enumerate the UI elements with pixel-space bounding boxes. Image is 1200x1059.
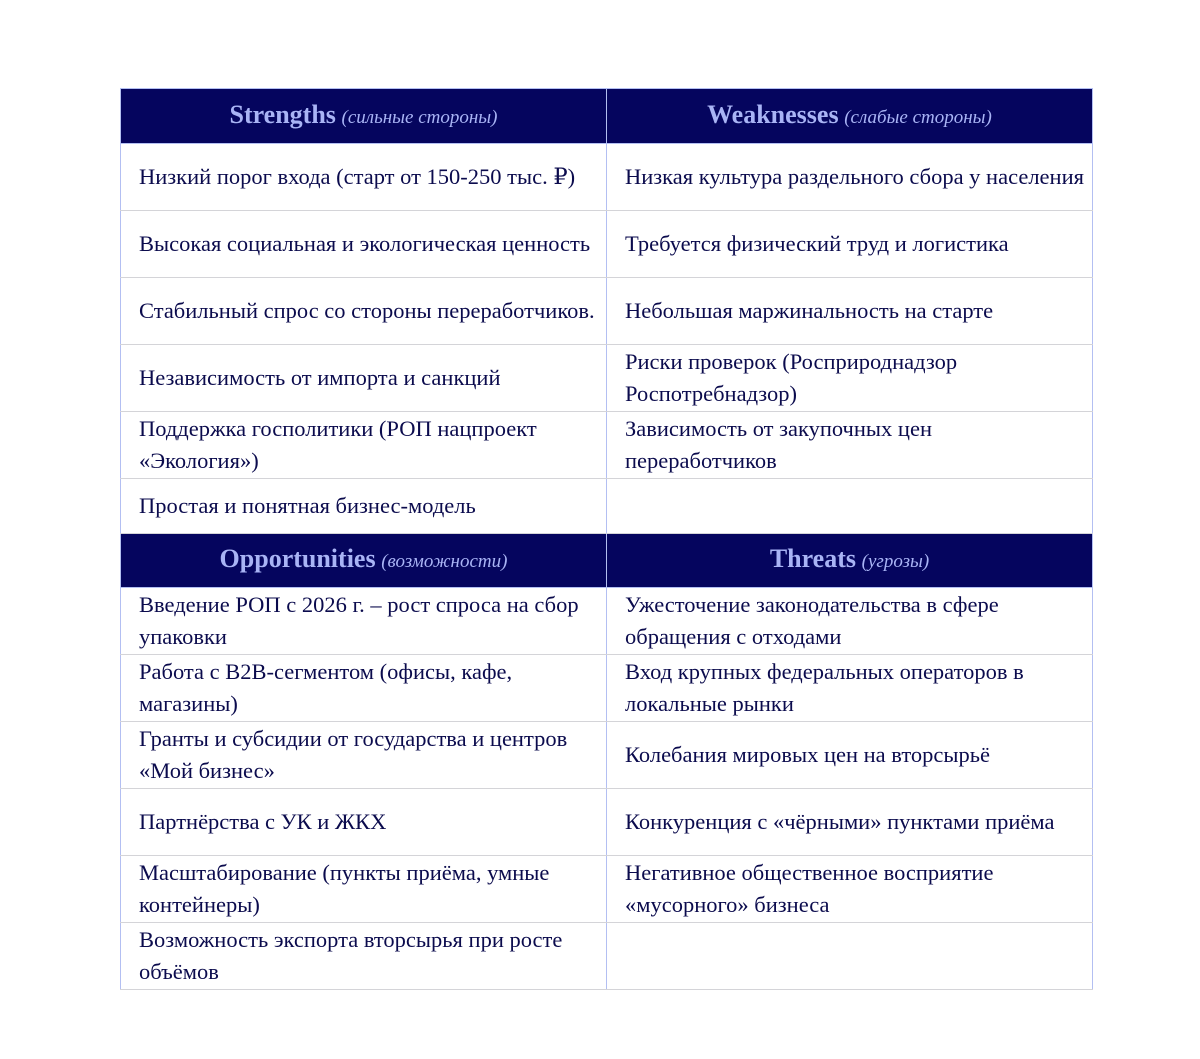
table-row: Независимость от импорта и санкций Риски … <box>120 344 1093 412</box>
section-subtitle: (возможности) <box>381 551 508 572</box>
table-cell: Зависимость от закупочных цен переработч… <box>606 411 1093 479</box>
section-title: Threats <box>769 544 857 573</box>
table-cell: Вход крупных федеральных операторов в ло… <box>606 654 1093 722</box>
section-header-right: Threats (угрозы) <box>606 533 1093 588</box>
table-cell: Гранты и субсидии от государства и центр… <box>120 721 607 789</box>
table-row: Масштабирование (пункты приёма, умные ко… <box>120 855 1093 923</box>
section-title: Strengths <box>229 99 336 129</box>
section-header-row: Opportunities (возможности) Threats (угро… <box>120 533 1093 588</box>
table-cell: Работа с B2B-сегментом (офисы, кафе, маг… <box>120 654 607 722</box>
table-cell: Высокая социальная и экологическая ценно… <box>120 210 607 278</box>
section-header-left: Strengths (сильные стороны) <box>120 88 607 144</box>
table-row: Низкий порог входа (старт от 150-250 тыс… <box>120 143 1093 211</box>
table-cell: Небольшая маржинальность на старте <box>606 277 1093 345</box>
section-header-row: Strengths (сильные стороны) Weaknesses (с… <box>120 88 1093 144</box>
table-cell <box>606 922 1093 990</box>
table-cell: Партнёрства с УК и ЖКХ <box>120 788 607 856</box>
section-title: Weaknesses <box>707 99 839 129</box>
table-cell: Низкий порог входа (старт от 150-250 тыс… <box>120 143 607 211</box>
table-cell: Низкая культура раздельного сбора у насе… <box>606 143 1093 211</box>
table-row: Гранты и субсидии от государства и центр… <box>120 721 1093 789</box>
table-cell: Ужесточение законодательства в сфере обр… <box>606 587 1093 655</box>
table-row: Простая и понятная бизнес-модель <box>120 478 1093 534</box>
table-cell: Масштабирование (пункты приёма, умные ко… <box>120 855 607 923</box>
table-row: Партнёрства с УК и ЖКХ Конкуренция с «чёр… <box>120 788 1093 856</box>
table-cell: Конкуренция с «чёрными» пунктами приёма <box>606 788 1093 856</box>
table-row: Работа с B2B-сегментом (офисы, кафе, маг… <box>120 654 1093 722</box>
table-cell: Стабильный спрос со стороны переработчик… <box>120 277 607 345</box>
section-subtitle: (сильные стороны) <box>341 106 498 128</box>
section-subtitle: (слабые стороны) <box>844 106 992 128</box>
section-header-left: Opportunities (возможности) <box>120 533 607 588</box>
table-cell: Возможность экспорта вторсырья при росте… <box>120 922 607 990</box>
table-cell: Риски проверок (Росприроднадзор Роспотре… <box>606 344 1093 412</box>
table-row: Поддержка госполитики (РОП нацпроект «Эк… <box>120 411 1093 479</box>
table-cell: Требуется физический труд и логистика <box>606 210 1093 278</box>
table-row: Стабильный спрос со стороны переработчик… <box>120 277 1093 345</box>
table-cell <box>606 478 1093 534</box>
table-row: Высокая социальная и экологическая ценно… <box>120 210 1093 278</box>
table-cell: Колебания мировых цен на вторсырьё <box>606 721 1093 789</box>
table-row: Возможность экспорта вторсырья при росте… <box>120 922 1093 990</box>
swot-table: Strengths (сильные стороны) Weaknesses (с… <box>120 88 1093 990</box>
section-header-right: Weaknesses (слабые стороны) <box>606 88 1093 144</box>
section-title: Opportunities <box>219 544 376 573</box>
table-cell: Независимость от импорта и санкций <box>120 344 607 412</box>
table-row: Введение РОП с 2026 г. – рост спроса на … <box>120 587 1093 655</box>
table-cell: Негативное общественное восприятие «мусо… <box>606 855 1093 923</box>
table-cell: Поддержка госполитики (РОП нацпроект «Эк… <box>120 411 607 479</box>
section-subtitle: (угрозы) <box>861 551 930 572</box>
table-cell: Введение РОП с 2026 г. – рост спроса на … <box>120 587 607 655</box>
table-cell: Простая и понятная бизнес-модель <box>120 478 607 534</box>
